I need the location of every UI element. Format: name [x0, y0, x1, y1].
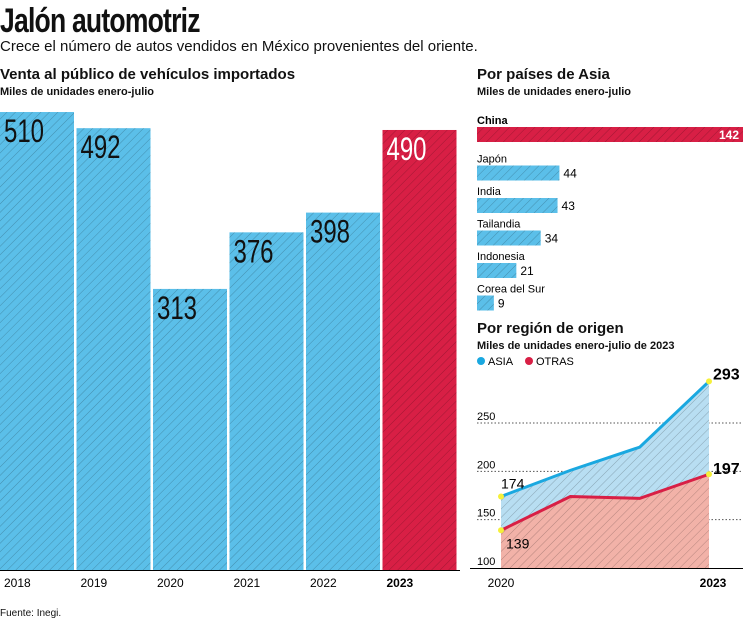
bar-hatch: [229, 232, 304, 571]
x-tick-label: 2021: [234, 576, 261, 590]
end-value-label: 197: [713, 461, 740, 478]
bar-chart-subtitle: Miles de unidades enero-julio: [0, 86, 155, 98]
legend-label: ASIA: [488, 356, 514, 368]
legend-swatch: [477, 357, 485, 365]
bar-hatch: [477, 165, 560, 181]
bar-hatch: [477, 263, 517, 278]
x-tick-label: 2020: [488, 576, 515, 590]
bar-value-label: 510: [4, 113, 44, 149]
x-tick-label: 2022: [310, 576, 337, 590]
bar-chart-title: Venta al público de vehículos importados: [0, 66, 296, 83]
bar-hatch: [477, 230, 541, 246]
start-value-label: 139: [506, 535, 530, 551]
bar-hatch: [477, 198, 558, 213]
country-value: 21: [520, 264, 534, 278]
region-chart-subtitle: Miles de unidades enero-julio de 2023: [477, 340, 675, 352]
country-label: Japón: [477, 154, 507, 166]
bar-value-label: 490: [387, 131, 427, 167]
bar-value-label: 313: [157, 290, 197, 326]
endpoint-marker: [498, 493, 504, 500]
asia-chart-subtitle: Miles de unidades enero-julio: [477, 86, 632, 98]
bar-value-label: 398: [310, 213, 350, 249]
end-value-label: 293: [713, 366, 740, 383]
x-tick-label: 2019: [81, 576, 108, 590]
asia-chart-title: Por países de Asia: [477, 66, 610, 83]
x-tick-label: 2020: [157, 576, 184, 590]
country-label: India: [477, 186, 502, 198]
x-tick-label: 2023: [387, 576, 414, 590]
country-label: Indonesia: [477, 251, 526, 263]
country-label: Tailandia: [477, 219, 521, 231]
bar-hatch: [153, 288, 227, 570]
bar-hatch: [306, 212, 380, 570]
x-tick-label: 2023: [700, 576, 727, 590]
bar-value-label: 376: [234, 233, 274, 269]
y-tick-label: 100: [477, 556, 495, 568]
page-subtitle: Crece el número de autos vendidos en Méx…: [0, 38, 478, 55]
country-value: 9: [498, 297, 505, 311]
country-value: 43: [562, 199, 576, 213]
y-tick-label: 150: [477, 508, 495, 520]
endpoint-marker: [706, 378, 712, 385]
country-label: China: [477, 115, 508, 127]
endpoint-marker: [498, 527, 504, 534]
source-note: Fuente: Inegi.: [0, 608, 62, 619]
bar-value-label: 492: [81, 129, 121, 165]
country-value: 142: [719, 128, 739, 142]
bar-hatch: [76, 128, 151, 570]
bar-hatch: [477, 295, 494, 311]
page-title: Jalón automotriz: [0, 2, 200, 40]
country-label: Corea del Sur: [477, 284, 545, 296]
y-tick-label: 200: [477, 459, 495, 471]
endpoint-marker: [706, 471, 712, 478]
bar-hatch: [0, 112, 74, 571]
country-value: 34: [545, 232, 559, 246]
otras-line: [500, 472, 710, 532]
asia-line: [500, 380, 711, 498]
legend-swatch: [525, 357, 533, 365]
start-value-label: 174: [501, 475, 525, 491]
country-value: 44: [563, 167, 577, 181]
x-tick-label: 2018: [4, 576, 31, 590]
region-chart-title: Por región de origen: [477, 320, 624, 337]
area-hatch: [501, 381, 709, 568]
legend-label: OTRAS: [536, 356, 574, 368]
y-tick-label: 250: [477, 411, 495, 423]
bar-hatch: [477, 127, 743, 142]
bar-hatch: [382, 129, 457, 571]
